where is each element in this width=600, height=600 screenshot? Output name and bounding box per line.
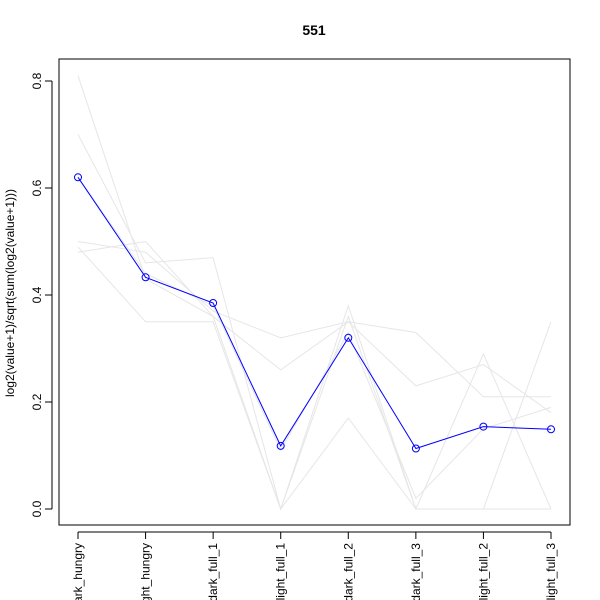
highlighted-series-line [77,177,552,450]
x-tick-label: dark_full_2 [341,543,355,600]
data-point [479,422,488,431]
x-axis: ark_hungry ght_hungry dark_full_1 light_ful… [71,531,558,600]
chart-title: 551 [302,22,326,38]
x-tick-label: ark_hungry [71,543,85,600]
y-tick-label: 0.6 [30,179,44,196]
y-tick-label: 0.2 [30,393,44,410]
background-series-line-4 [77,240,552,414]
data-point [547,425,555,434]
highlighted-series-group [74,173,555,453]
background-series-line-3 [77,246,551,511]
data-point [141,273,150,282]
data-point [209,299,218,307]
x-tick-label: dark_full_3 [409,543,423,600]
data-point [344,333,353,342]
data-point [411,444,420,453]
background-series-line-1 [77,75,552,511]
y-tick-label: 0.8 [30,72,44,89]
y-axis-label: log2(value+1)/sqrt(sum(log2(value+1))) [3,189,17,397]
x-tick-label: dark_full_1 [206,543,220,600]
y-tick-label: 0.4 [30,286,44,303]
y-tick-label: 0.0 [30,500,44,517]
x-tick-label: light_full_3 [544,543,558,600]
x-tick-label: light_full_2 [476,543,490,600]
background-series-line-5 [77,241,551,398]
background-series-group [77,75,552,511]
data-point [74,173,82,182]
x-tick-label: light_full_1 [274,543,288,600]
data-point [276,441,285,450]
background-series-line-6 [77,177,552,500]
y-axis: 0.0 0.2 0.4 0.6 0.8 [30,72,53,517]
plot-frame [58,58,571,526]
x-tick-label: ght_hungry [139,543,153,600]
